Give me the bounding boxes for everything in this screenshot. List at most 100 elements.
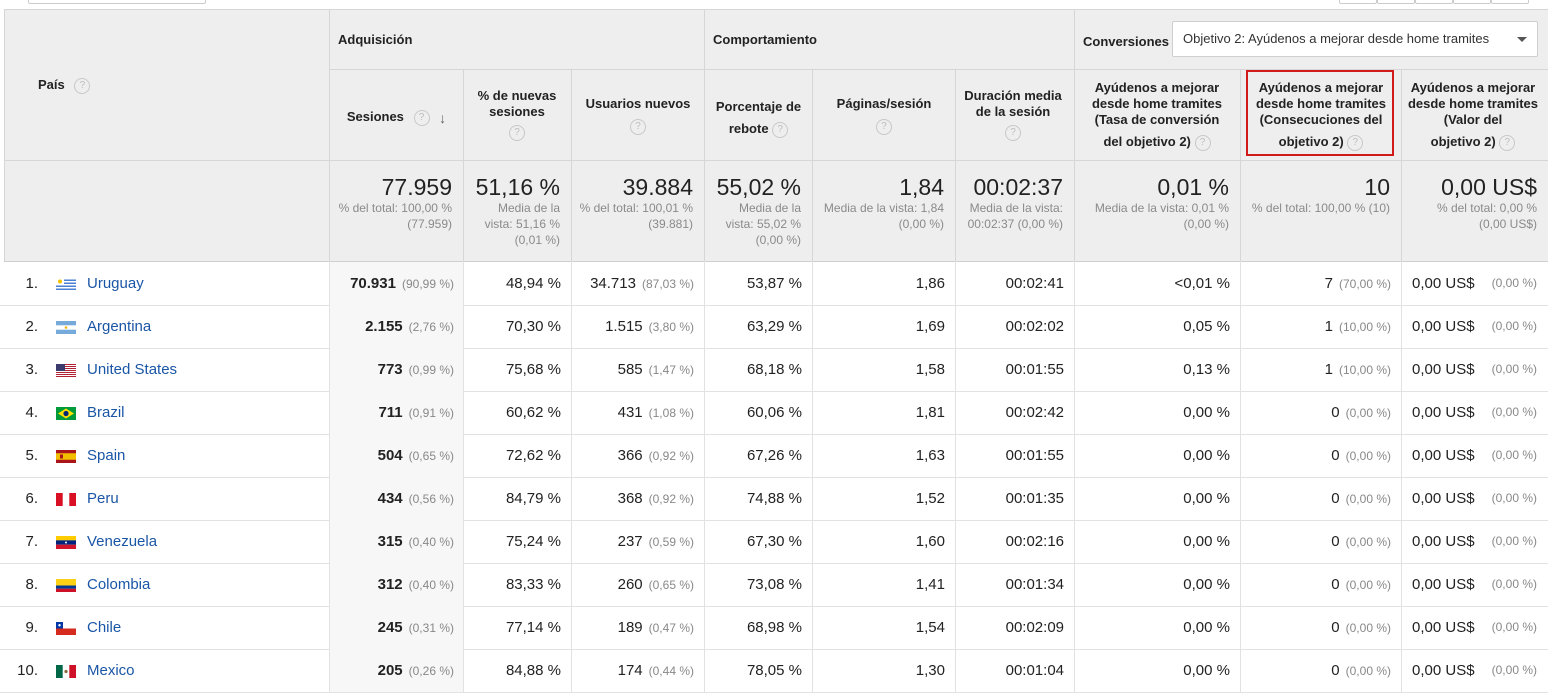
country-link[interactable]: Venezuela bbox=[87, 533, 158, 550]
country-link[interactable]: Mexico bbox=[87, 662, 135, 679]
completions-pct: (0,00 %) bbox=[1345, 578, 1391, 592]
country-link[interactable]: Peru bbox=[87, 490, 119, 507]
col-header-sessions[interactable]: Sesiones ? ↓ bbox=[330, 109, 463, 126]
bounce-cell: 60,06 % bbox=[746, 404, 802, 421]
col-sep bbox=[329, 9, 330, 261]
col-line bbox=[955, 261, 956, 693]
value-pct: (0,00 %) bbox=[1491, 534, 1537, 548]
row-index: 6. bbox=[25, 490, 38, 507]
view-toggle-2[interactable] bbox=[1377, 0, 1415, 4]
col-header-label: Ayúdenos a mejorar desde home tramites (… bbox=[1091, 80, 1223, 127]
col-line bbox=[1074, 261, 1075, 693]
sessions-value: 245 bbox=[377, 619, 403, 636]
help-icon[interactable]: ? bbox=[413, 109, 430, 126]
country-link[interactable]: Uruguay bbox=[87, 275, 144, 292]
view-toggle-1[interactable] bbox=[1339, 0, 1377, 4]
sessions-value: 205 bbox=[377, 662, 403, 679]
completions-cell: 1 (10,00 %) bbox=[1241, 305, 1391, 348]
co-flag-icon bbox=[56, 579, 76, 592]
completions-value: 1 bbox=[1324, 318, 1333, 335]
view-toggle-4[interactable] bbox=[1453, 0, 1491, 4]
help-icon[interactable]: ? bbox=[876, 118, 892, 135]
pages-cell: 1,41 bbox=[915, 576, 945, 593]
new-users-value: 585 bbox=[617, 361, 643, 378]
new-sessions-cell: 60,62 % bbox=[505, 404, 561, 421]
completions-pct: (0,00 %) bbox=[1345, 664, 1391, 678]
value-pct: (0,00 %) bbox=[1491, 663, 1537, 677]
table-row: 7. Venezuela 315 (0,40 %) 75,24 % 237 (0,5… bbox=[0, 520, 1548, 564]
new-users-pct: (0,92 %) bbox=[648, 449, 694, 463]
country-link[interactable]: United States bbox=[87, 361, 178, 378]
col-header-bounce-rate[interactable]: Porcentaje de rebote ? bbox=[705, 96, 812, 140]
new-users-value: 368 bbox=[617, 490, 643, 507]
goal-select[interactable]: Objetivo 2: Ayúdenos a mejorar desde hom… bbox=[1172, 21, 1538, 57]
pages-cell: 1,58 bbox=[915, 361, 945, 378]
col-header-label: % de nuevas sesiones bbox=[477, 88, 557, 119]
new-users-cell: 1.515 (3,80 %) bbox=[572, 305, 694, 348]
new-sessions-cell: 70,30 % bbox=[505, 318, 561, 335]
sessions-value: 434 bbox=[377, 490, 403, 507]
total-completions: 10 % del total: 100,00 % (10) bbox=[1247, 174, 1390, 216]
new-users-value: 34.713 bbox=[590, 275, 636, 292]
row-index: 4. bbox=[25, 404, 38, 421]
completions-pct: (0,00 %) bbox=[1345, 535, 1391, 549]
help-icon[interactable]: ? bbox=[630, 118, 646, 135]
value-cell: 0,00 US$ bbox=[1412, 490, 1475, 507]
help-icon[interactable]: ? bbox=[1347, 134, 1364, 151]
pages-cell: 1,54 bbox=[915, 619, 945, 636]
sort-descending-icon[interactable]: ↓ bbox=[439, 109, 447, 126]
col-header-new-sessions[interactable]: % de nuevas sesiones ? bbox=[470, 88, 564, 141]
country-link[interactable]: Argentina bbox=[87, 318, 152, 335]
bounce-cell: 68,18 % bbox=[746, 361, 802, 378]
completions-cell: 0 (0,00 %) bbox=[1241, 391, 1391, 434]
col-header-avg-duration[interactable]: Duración media de la sesión ? bbox=[960, 88, 1066, 141]
help-icon[interactable]: ? bbox=[772, 121, 789, 138]
sessions-pct: (0,40 %) bbox=[408, 578, 454, 592]
conv-rate-cell: 0,00 % bbox=[1183, 447, 1230, 464]
col-header-pages-session[interactable]: Páginas/sesión ? bbox=[813, 96, 955, 135]
sessions-value: 504 bbox=[377, 447, 403, 464]
help-icon[interactable]: ? bbox=[74, 77, 91, 94]
completions-value: 0 bbox=[1331, 404, 1340, 421]
view-toggle-5[interactable] bbox=[1491, 0, 1529, 4]
sessions-pct: (0,91 %) bbox=[408, 406, 454, 420]
chevron-down-icon bbox=[1517, 37, 1527, 42]
sessions-cell: 312 (0,40 %) bbox=[330, 563, 454, 606]
cl-flag-icon bbox=[56, 622, 76, 635]
dimension-header-country[interactable]: País ? bbox=[38, 77, 91, 94]
new-users-cell: 585 (1,47 %) bbox=[572, 348, 694, 391]
col-header-goal-value[interactable]: Ayúdenos a mejorar desde home tramites (… bbox=[1404, 80, 1542, 151]
conv-rate-cell: 0,13 % bbox=[1183, 361, 1230, 378]
help-icon[interactable]: ? bbox=[1194, 134, 1211, 151]
sessions-value: 711 bbox=[378, 404, 403, 421]
value-cell: 0,00 US$ bbox=[1412, 619, 1475, 636]
col-header-new-users[interactable]: Usuarios nuevos ? bbox=[572, 96, 704, 135]
segment-control[interactable] bbox=[28, 0, 206, 4]
country-link[interactable]: Chile bbox=[87, 619, 122, 636]
help-icon[interactable]: ? bbox=[1499, 134, 1516, 151]
conv-rate-cell: 0,00 % bbox=[1183, 533, 1230, 550]
col-header-goal-completions[interactable]: Ayúdenos a mejorar desde home tramites (… bbox=[1252, 80, 1390, 151]
col-header-goal-conv-rate[interactable]: Ayúdenos a mejorar desde home tramites (… bbox=[1084, 80, 1230, 151]
completions-value: 1 bbox=[1324, 361, 1333, 378]
value-cell: 0,00 US$ bbox=[1412, 576, 1475, 593]
completions-pct: (0,00 %) bbox=[1345, 492, 1391, 506]
col-sep bbox=[1074, 9, 1075, 261]
total-new-users: 39.884 % del total: 100,01 % (39.881) bbox=[576, 174, 693, 232]
country-link[interactable]: Brazil bbox=[87, 404, 125, 421]
value-cell: 0,00 US$ bbox=[1412, 447, 1475, 464]
col-line bbox=[571, 261, 572, 693]
new-sessions-cell: 84,79 % bbox=[505, 490, 561, 507]
country-link[interactable]: Spain bbox=[87, 447, 126, 464]
total-sub: Media de la vista: 51,16 % (0,01 %) bbox=[484, 201, 560, 247]
total-value: 1,84 bbox=[899, 174, 944, 200]
help-icon[interactable]: ? bbox=[1005, 124, 1021, 141]
duration-cell: 00:01:55 bbox=[1005, 361, 1064, 378]
help-icon[interactable]: ? bbox=[509, 124, 525, 141]
duration-cell: 00:01:55 bbox=[1005, 447, 1064, 464]
view-toggle-3[interactable] bbox=[1415, 0, 1453, 4]
total-sub: % del total: 100,00 % (77.959) bbox=[338, 201, 452, 231]
total-value: 39.884 bbox=[622, 174, 693, 200]
country-link[interactable]: Colombia bbox=[87, 576, 151, 593]
new-users-cell: 431 (1,08 %) bbox=[572, 391, 694, 434]
